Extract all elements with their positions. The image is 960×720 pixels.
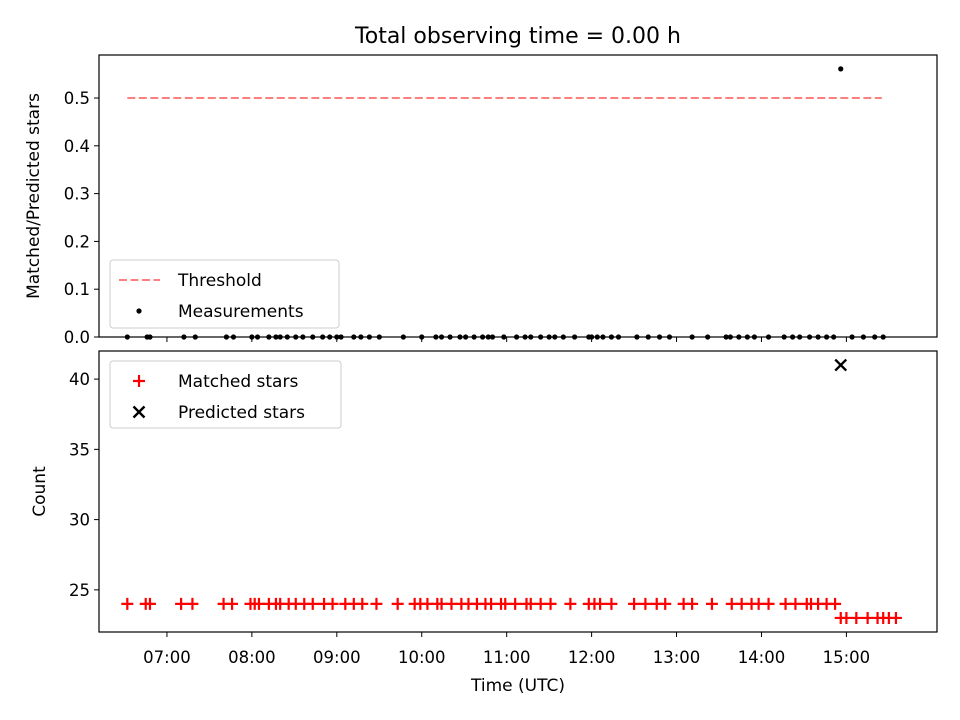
legend-swatch xyxy=(132,405,146,419)
x-tick-label: 08:00 xyxy=(228,648,276,667)
y-tick-label: 0.3 xyxy=(64,185,90,204)
legend-box xyxy=(109,259,340,329)
y-axis-label: Count xyxy=(30,466,50,517)
matched-star-point xyxy=(628,597,641,610)
matched-star-point xyxy=(306,597,319,610)
y-tick-label: 0.4 xyxy=(64,137,90,156)
matched-star-point xyxy=(705,597,718,610)
legend-label: Predicted stars xyxy=(178,403,305,423)
matched-star-point xyxy=(226,597,239,610)
matched-star-point xyxy=(659,597,672,610)
legend-swatch xyxy=(136,308,142,314)
top-panel: 0.0 0.1 0.2 0.3 0.4 0.5 Matched/Predicted star… xyxy=(24,54,938,347)
y-tick-label: 25 xyxy=(69,581,90,600)
matched-star-point xyxy=(175,597,188,610)
legend-label: Threshold xyxy=(177,271,262,291)
predicted-star-point xyxy=(834,358,848,372)
measurement-point xyxy=(838,66,844,72)
matched-star-point xyxy=(143,597,156,610)
matched-star-point xyxy=(564,597,577,610)
legend-label: Matched stars xyxy=(178,372,298,392)
x-tick-label: 11:00 xyxy=(483,648,531,667)
matched-star-point xyxy=(370,597,383,610)
x-axis-label: Time (UTC) xyxy=(470,676,565,696)
legend-swatch xyxy=(133,375,145,387)
legend-label: Measurements xyxy=(178,302,304,322)
matched-star-point xyxy=(509,597,522,610)
y-tick-label: 0.2 xyxy=(64,232,90,251)
y-tick-label: 0.1 xyxy=(64,280,90,299)
matched-star-point xyxy=(850,611,863,624)
axes-frame xyxy=(98,54,938,338)
figure-title: Total observing time = 0.00 h xyxy=(354,24,681,49)
matched-star-point xyxy=(356,597,369,610)
y-tick-label: 40 xyxy=(69,370,90,389)
matched-star-point xyxy=(686,597,699,610)
matched-star-point xyxy=(544,597,557,610)
matched-star-point xyxy=(186,597,199,610)
x-tick-label: 13:00 xyxy=(653,648,701,667)
y-tick-label: 30 xyxy=(69,511,90,530)
matched-star-point xyxy=(762,597,775,610)
matched-star-point xyxy=(594,597,607,610)
bottom-panel: 25 30 35 40 07:00 08:00 09:00 10:00 11:00 12:00 13… xyxy=(30,350,938,696)
x-tick-label: 14:00 xyxy=(738,648,786,667)
y-tick-label: 35 xyxy=(69,440,90,459)
y-tick-label: 0.5 xyxy=(64,89,90,108)
matched-star-point xyxy=(326,597,339,610)
matched-star-point xyxy=(121,597,134,610)
x-tick-label: 10:00 xyxy=(398,648,446,667)
matched-star-point xyxy=(789,597,802,610)
y-tick-label: 0.0 xyxy=(64,328,90,347)
matched-star-point xyxy=(889,611,902,624)
x-tick-label: 09:00 xyxy=(313,648,361,667)
legend-box xyxy=(109,360,342,429)
matched-star-point xyxy=(639,597,652,610)
axes-frame xyxy=(98,350,938,633)
x-tick-label: 12:00 xyxy=(568,648,616,667)
matched-star-point xyxy=(605,597,618,610)
matched-star-point xyxy=(829,597,842,610)
y-axis-label: Matched/Predicted stars xyxy=(24,93,44,299)
matched-star-point xyxy=(391,597,404,610)
x-tick-label: 07:00 xyxy=(143,648,191,667)
x-tick-label: 15:00 xyxy=(823,648,871,667)
